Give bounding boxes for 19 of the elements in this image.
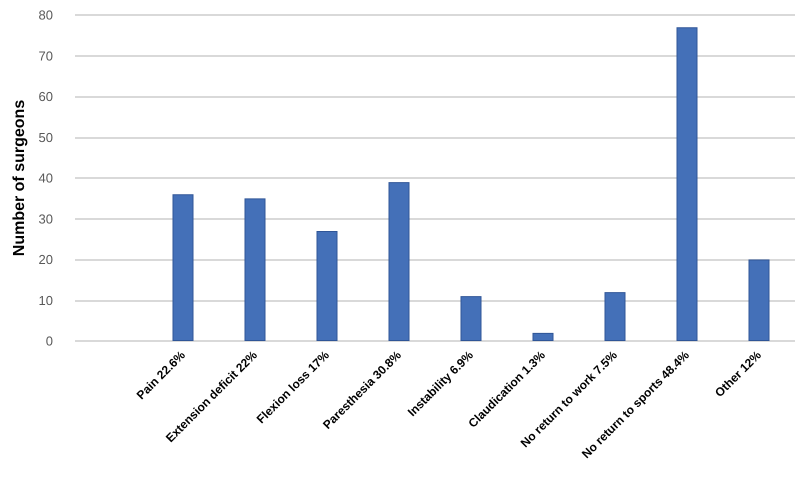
y-tick-label: 80 xyxy=(38,8,53,22)
y-axis-title: Number of surgeons xyxy=(11,100,28,256)
bar xyxy=(388,182,410,341)
y-tick-label: 60 xyxy=(38,89,53,104)
y-tick-label: 70 xyxy=(38,48,53,64)
y-tick-label: 10 xyxy=(38,292,53,308)
bar xyxy=(172,194,194,341)
bar xyxy=(244,198,266,341)
y-tick-label: 20 xyxy=(38,252,53,267)
y-tick-label: 40 xyxy=(38,170,53,186)
bar xyxy=(532,332,554,341)
y-tick-label: 0 xyxy=(46,334,53,348)
bar xyxy=(316,230,338,341)
y-tick-label: 30 xyxy=(38,211,53,226)
bar xyxy=(676,27,698,341)
bar xyxy=(460,296,482,341)
bar xyxy=(748,260,770,341)
bar xyxy=(604,292,626,341)
y-tick-label: 50 xyxy=(38,130,53,145)
